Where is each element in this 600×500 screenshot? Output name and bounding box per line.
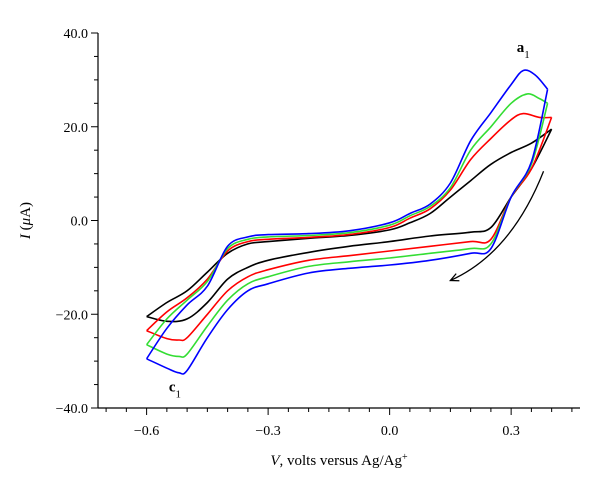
series-1-forward-scan [146,128,553,318]
x-ticks: −0.6 −0.3 0.0 0.3 [105,408,573,439]
peak-label-c1: c1 [169,380,181,401]
annotations: a1 c1 [169,40,530,401]
y-axis-open: ( [18,225,34,234]
plot-area [145,69,553,375]
series-2 [146,112,553,342]
x-axis-var: V [270,453,281,469]
scan-arrow-head [449,273,460,282]
series-4-reverse-scan [146,89,549,375]
series-3-reverse-scan [146,103,549,358]
y-tick-label: −20.0 [56,308,88,323]
scan-direction-arrow [449,171,545,282]
x-tick-label: 0.3 [502,424,520,439]
y-axis-var: I [18,233,34,240]
y-tick-label: 0.0 [71,215,89,230]
y-axis-unit-rest: A) [18,202,34,218]
x-tick-label: −0.3 [255,424,280,439]
peak-label-a1: a1 [517,40,530,61]
series-1 [146,128,553,323]
scan-arrow-shaft [450,171,545,282]
y-axis-unit-var: μ [18,217,34,226]
x-tick-label: 0.0 [381,424,399,439]
x-tick-label: −0.6 [134,424,159,439]
y-ticks: 40.0 20.0 0.0 −20.0 −40.0 [56,27,98,417]
x-axis-title: V, volts versus Ag/Ag+ [270,452,408,470]
y-tick-label: 20.0 [64,121,89,136]
series-4 [145,69,549,375]
y-tick-label: 40.0 [64,27,89,42]
series-1-reverse-scan [146,128,553,323]
x-axis-sup: + [402,452,408,463]
series-3-forward-scan [145,93,549,346]
x-axis-rest: , volts versus Ag/Ag [280,453,403,469]
series-2-reverse-scan [146,117,553,342]
y-tick-label: −40.0 [56,402,88,417]
axes: −0.6 −0.3 0.0 0.3 40.0 20.0 0.0 −20.0 −40.0 [56,27,580,439]
series-4-forward-scan [145,69,549,360]
y-axis-title: I (μA) [18,202,34,240]
series-2-forward-scan [146,112,552,332]
series-3 [145,93,549,358]
